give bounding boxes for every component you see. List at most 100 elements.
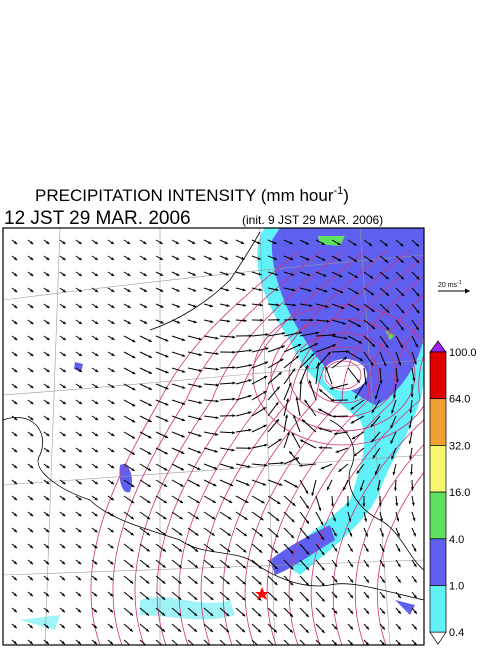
colorbar-cell xyxy=(429,351,447,400)
wind-arrow-head xyxy=(215,383,219,387)
wind-arrow-head xyxy=(78,273,82,277)
wind-arrow-head xyxy=(181,369,186,373)
wind-arrow-head xyxy=(392,471,396,476)
wind-arrow-head xyxy=(110,465,115,469)
wind-arrow-head xyxy=(13,513,18,517)
wind-arrow-head xyxy=(13,257,18,261)
wind-arrow-head xyxy=(326,486,330,491)
wind-arrow-head xyxy=(319,389,323,393)
wind-arrow-head xyxy=(178,580,182,584)
wind-arrow xyxy=(283,398,289,417)
wind-arrow-head xyxy=(306,535,310,540)
wind-arrow-head xyxy=(274,272,278,276)
wind-arrow xyxy=(304,399,317,417)
contour xyxy=(244,274,424,645)
wind-arrow-head xyxy=(263,424,267,428)
wind-arrow-head xyxy=(393,395,397,399)
wind-arrow-head xyxy=(181,402,186,405)
wind-arrow-head xyxy=(259,533,263,537)
wind-arrow-head xyxy=(146,548,150,552)
wind-arrow-head xyxy=(230,465,234,469)
wind-arrow-head xyxy=(14,353,18,357)
wind-arrow-head xyxy=(228,516,232,520)
wind-arrow-head xyxy=(413,626,417,630)
wind-arrow-head xyxy=(350,594,354,599)
wind-arrow-head xyxy=(413,610,417,614)
wind-arrow xyxy=(123,639,131,645)
wind-arrow-head xyxy=(305,490,309,494)
wind-arrow xyxy=(171,639,179,645)
wind-arrow-head xyxy=(127,305,131,308)
wind-arrow-head xyxy=(318,446,322,450)
wind-arrow xyxy=(139,639,147,645)
wind-arrow-head xyxy=(408,440,412,444)
wind-arrow-head xyxy=(369,275,374,279)
wind-arrow-head xyxy=(248,394,252,398)
wind-arrow-head xyxy=(295,355,299,359)
wind-arrow-head xyxy=(264,463,268,467)
wind-arrow-head xyxy=(371,343,375,347)
wind-arrow-head xyxy=(333,532,337,537)
wind-arrow-head xyxy=(30,321,34,325)
wind-arrow-head xyxy=(210,320,214,323)
wind-arrow-head xyxy=(273,257,278,260)
wind-arrow-head xyxy=(176,272,180,276)
wind-arrow-head xyxy=(211,532,215,536)
wind-arrow-head xyxy=(110,529,114,533)
wind-arrow-head xyxy=(93,609,98,613)
wind-arrow-head xyxy=(198,337,202,341)
wind-arrow-head xyxy=(395,379,399,383)
wind-arrow-head xyxy=(62,497,66,501)
wind-arrow-head xyxy=(215,432,219,436)
wind-arrow-head xyxy=(181,434,185,438)
wind-arrow-head xyxy=(94,417,99,421)
wind-arrow-head xyxy=(194,548,199,552)
wind-arrow-head xyxy=(362,503,366,507)
wind-arrow-head xyxy=(78,353,83,357)
wind-arrow-head xyxy=(13,273,18,277)
wind-arrow-head xyxy=(381,642,385,645)
wind-arrow-head xyxy=(111,321,115,324)
wind-arrow-head xyxy=(78,337,82,340)
wind-arrow-head xyxy=(148,354,152,358)
wind-arrow-head xyxy=(248,428,252,432)
wind-arrow-head xyxy=(110,513,114,517)
wind-arrow-head xyxy=(46,273,50,277)
wind-arrow-head xyxy=(13,593,17,597)
title-sup: -1 xyxy=(333,185,343,197)
wind-arrow xyxy=(283,382,292,401)
wind-arrow-head xyxy=(384,259,389,263)
wind-arrow-head xyxy=(29,513,34,517)
wind-arrow-head xyxy=(356,379,360,383)
wind-arrow-head xyxy=(13,305,18,309)
scale-label: 20 ms-1 xyxy=(438,280,462,289)
wind-arrow-head xyxy=(280,461,284,465)
wind-arrow-head xyxy=(78,449,82,453)
colorbar-cell xyxy=(429,585,447,633)
wind-arrow-head xyxy=(309,303,313,307)
wind-arrow-head xyxy=(349,626,354,630)
wind-arrow-head xyxy=(29,593,33,597)
colorbar-cell xyxy=(429,398,447,446)
wind-arrow-head xyxy=(131,403,136,407)
wind-arrow-head xyxy=(210,580,214,585)
wind-arrow-head xyxy=(13,433,18,437)
wind-arrow-head xyxy=(198,433,202,437)
wind-arrow-head xyxy=(295,457,300,461)
wind-arrow-head xyxy=(148,435,152,439)
wind-arrow xyxy=(347,367,361,384)
wind-arrow-head xyxy=(195,532,199,536)
wind-arrow-head xyxy=(350,579,354,583)
wind-arrow-head xyxy=(78,289,82,293)
wind-arrow-head xyxy=(208,256,212,260)
wind-arrow-head xyxy=(228,500,233,503)
wind-arrow-head xyxy=(397,548,401,552)
wind-arrow-head xyxy=(46,305,50,309)
wind-arrow-head xyxy=(78,305,82,309)
wind-arrow-head xyxy=(109,593,114,597)
wind-arrow-head xyxy=(159,288,164,292)
wind-arrow-head xyxy=(94,273,98,276)
wind-arrow-head xyxy=(78,481,82,485)
wind-arrow-head xyxy=(225,272,229,276)
wind-arrow-head xyxy=(225,628,230,633)
